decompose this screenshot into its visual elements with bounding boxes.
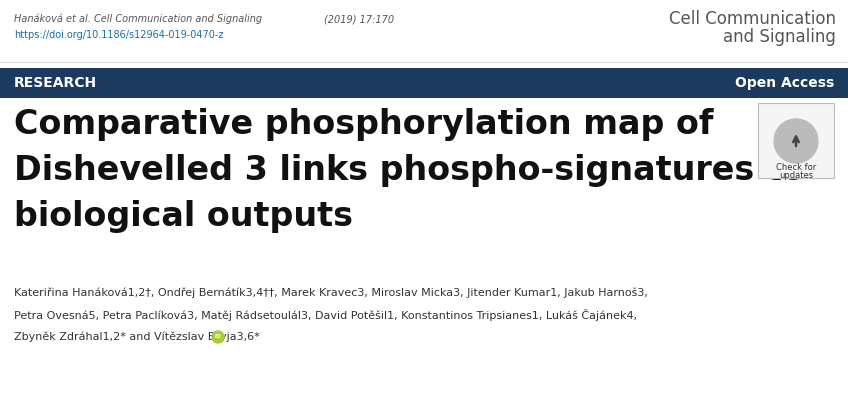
Circle shape [774,119,818,163]
Text: https://doi.org/10.1186/s12964-019-0470-z: https://doi.org/10.1186/s12964-019-0470-… [14,30,223,40]
Text: Cell Communication: Cell Communication [669,10,836,28]
Text: updates: updates [779,171,813,180]
Text: RESEARCH: RESEARCH [14,76,98,90]
Text: Zbyněk Zdráhal1,2* and Vítězslav Bryja3,6*: Zbyněk Zdráhal1,2* and Vítězslav Bryja3,… [14,331,259,341]
Text: Petra Ovesná5, Petra Paclíková3, Matěj Rádsetoulál3, David Potěšil1, Konstantino: Petra Ovesná5, Petra Paclíková3, Matěj R… [14,309,637,321]
Text: and Signaling: and Signaling [723,28,836,46]
Text: Kateriřina Hanáková1,2†, Ondřej Bernátík3,4††, Marek Kravec3, Miroslav Micka3, J: Kateriřina Hanáková1,2†, Ondřej Bernátík… [14,287,648,298]
Bar [0,68,848,98]
Circle shape [212,331,224,343]
Text: Dishevelled 3 links phospho-signatures to: Dishevelled 3 links phospho-signatures t… [14,154,805,187]
Text: biological outputs: biological outputs [14,200,353,233]
Text: iD: iD [215,335,221,339]
Text: Hanáková et al. Cell Communication and Signaling: Hanáková et al. Cell Communication and S… [14,14,262,24]
Text: (2019) 17:170: (2019) 17:170 [324,14,394,24]
Bar [758,103,834,178]
Text: Check for: Check for [776,163,816,172]
Text: Comparative phosphorylation map of: Comparative phosphorylation map of [14,108,713,141]
Text: Open Access: Open Access [734,76,834,90]
